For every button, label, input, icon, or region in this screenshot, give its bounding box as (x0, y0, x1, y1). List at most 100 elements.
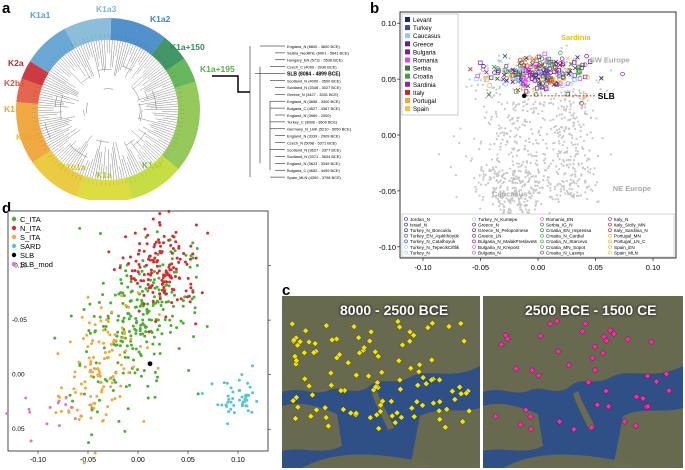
pcab-sample-point (559, 70, 565, 76)
pcab-background-point (509, 209, 512, 212)
pcad-point-C_ITA (111, 388, 115, 392)
map-site-neolithic (372, 383, 379, 391)
map-site-neolithic (419, 402, 426, 409)
pcab-background-point (543, 153, 546, 156)
pcab-background-point (516, 116, 519, 120)
pcab-sample-point (587, 59, 593, 64)
pcab-pop-label: Croatia_N_Lasinja (546, 250, 584, 255)
pcad-point-N_ITA (151, 299, 155, 303)
pcab-background-point (535, 180, 538, 183)
tree-branch (137, 50, 146, 63)
tree-branch (144, 57, 155, 69)
pcab-background-point (558, 168, 561, 171)
pcad-point-N_ITA (194, 223, 198, 227)
pcad-point-S_ITA (56, 394, 60, 398)
pcad-point-C_ITA (150, 318, 154, 322)
pcad-point-N_ITA (170, 301, 174, 305)
pcad-point-C_ITA (116, 361, 120, 365)
pcab-background-point (554, 125, 558, 128)
tree-branch (126, 156, 135, 175)
pcab-background-point (526, 110, 529, 113)
pcad-point-C_ITA (129, 314, 133, 318)
pcab-pop-marker (608, 222, 612, 227)
tree-branch (59, 146, 74, 161)
pcad-point-SARD (243, 400, 247, 404)
map-site-neolithic (367, 414, 374, 421)
tree-branch (38, 113, 58, 116)
pcad-point-C_ITA (87, 441, 91, 445)
pcab-background-point (482, 175, 485, 178)
tree-branch (41, 88, 80, 102)
pcab-background-point (521, 193, 524, 197)
pcab-background-point (559, 188, 563, 191)
tree-arc (139, 109, 143, 122)
pcad-point-N_ITA (159, 251, 163, 255)
tree-branch (60, 58, 70, 69)
subtree-sample-label: England_N (3658 - 3300 BCE) (287, 99, 340, 104)
pcad-point-C_ITA (169, 324, 173, 328)
pcab-sample-point (484, 69, 489, 75)
pcab-background-point (576, 191, 579, 194)
pcab-background-point (557, 107, 560, 110)
pcad-point-C_ITA (155, 230, 159, 234)
pcad-point-N_ITA (170, 287, 174, 291)
tree-tip-label: ····· (136, 39, 141, 44)
pcad-point-N_ITA (136, 281, 140, 285)
pcad-frame (7, 210, 269, 452)
tree-branch (39, 96, 75, 104)
pcab-sample-point (541, 70, 547, 76)
pcab-background-point (498, 93, 502, 96)
pcad-point-C_ITA (129, 280, 133, 284)
pcab-background-point (514, 181, 517, 185)
pcad-point-N_ITA (112, 268, 116, 272)
pcab-sample-point (567, 68, 573, 74)
pcab-background-point (552, 159, 555, 162)
map-site-later (653, 378, 660, 385)
tree-tip-label: ····· (99, 182, 102, 187)
pcad-point-C_ITA (156, 328, 160, 332)
pcab-region-label: Sardinia (561, 33, 591, 42)
pcab-background-point (542, 103, 545, 106)
pcab-pop-marker (472, 217, 476, 221)
pcad-point-N_ITA (139, 279, 143, 283)
pcad-point-S_ITA (89, 416, 93, 420)
tree-branch (136, 55, 152, 75)
pcab-sample-point (514, 89, 519, 94)
pcab-background-point (531, 87, 534, 91)
pcab-xtick-label: 0.05 (588, 263, 603, 272)
pcab-sample-point (517, 57, 523, 63)
pcab-pop-label: Turkey_N_Boncuklu (410, 228, 452, 233)
pcab-background-point (508, 135, 512, 138)
pcad-point-N_ITA (162, 234, 166, 238)
pcad-point-N_ITA (183, 260, 187, 264)
tree-branch (57, 140, 77, 159)
map-site-neolithic (399, 341, 406, 349)
pcab-background-point (498, 170, 501, 173)
pcad-point-S_ITA (95, 394, 99, 398)
pcab-background-point (478, 174, 481, 177)
pcab-background-point (511, 196, 514, 200)
pcab-background-point (564, 151, 567, 154)
pcab-background-point (501, 82, 504, 86)
clade-band-3 (151, 37, 185, 71)
tree-branch (58, 60, 84, 86)
pcad-point-N_ITA (158, 223, 162, 227)
pcab-background-point (528, 177, 531, 180)
pcab-background-point (558, 113, 561, 116)
pcab-background-point (519, 170, 522, 173)
pcad-point-S_ITA (102, 385, 106, 389)
subtree-sample-label: Turkey_C (3998 - 3600 BCE) (287, 120, 338, 125)
pcab-sample-point (568, 81, 573, 87)
pcad-point-S_ITA (86, 345, 90, 349)
pcad-point-C_ITA (85, 350, 89, 354)
pcab-background-point (548, 102, 551, 105)
pcab-ytick-label: 0.10 (381, 19, 396, 28)
pcab-background-point (581, 166, 585, 169)
pcab-pop-marker (404, 250, 408, 255)
map-site-neolithic (435, 407, 443, 415)
pcab-background-point (543, 169, 547, 172)
pcab-pop-label: Serbia_IG_N (546, 222, 573, 227)
tree-branch (49, 135, 69, 149)
pcab-background-point (527, 180, 530, 183)
pcab-background-point (564, 192, 567, 195)
